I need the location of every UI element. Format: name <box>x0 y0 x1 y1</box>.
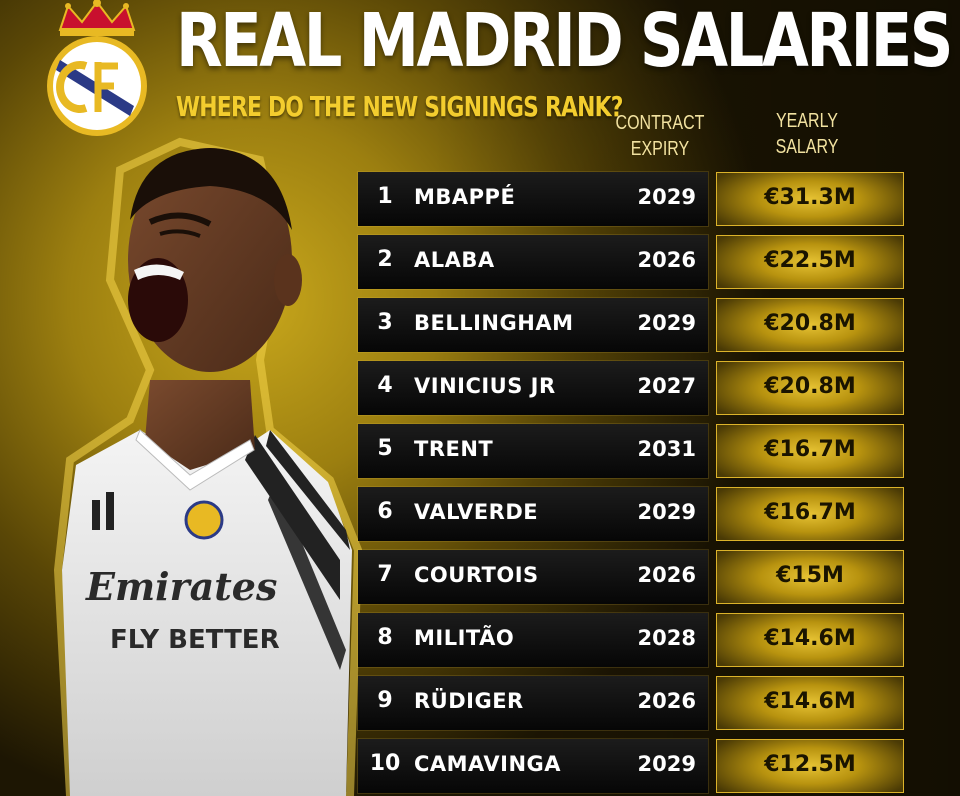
player-cell: 10 CAMAVINGA 2029 <box>358 739 708 793</box>
table-row: 2 ALABA 2026 €22.5M <box>358 235 904 289</box>
player-cell: 3 BELLINGHAM 2029 <box>358 298 708 352</box>
table-row: 3 BELLINGHAM 2029 €20.8M <box>358 298 904 352</box>
rank: 8 <box>377 625 393 650</box>
salary-cell: €31.3M <box>716 172 904 226</box>
player-name: COURTOIS <box>414 563 539 587</box>
rank: 10 <box>369 751 401 776</box>
contract-expiry: 2029 <box>637 311 696 335</box>
yearly-salary: €16.7M <box>764 437 856 462</box>
player-cell: 8 MILITÃO 2028 <box>358 613 708 667</box>
table-row: 8 MILITÃO 2028 €14.6M <box>358 613 904 667</box>
page-title: REAL MADRID SALARIES <box>176 0 953 84</box>
yearly-salary: €22.5M <box>764 248 856 273</box>
rank: 6 <box>377 499 393 524</box>
salary-cell: €14.6M <box>716 613 904 667</box>
contract-expiry: 2029 <box>637 500 696 524</box>
yearly-salary: €12.5M <box>764 752 856 777</box>
table-row: 5 TRENT 2031 €16.7M <box>358 424 904 478</box>
contract-expiry: 2029 <box>637 752 696 776</box>
rank: 5 <box>377 436 393 461</box>
salary-cell: €20.8M <box>716 298 904 352</box>
jersey-sponsor-line1: Emirates <box>85 564 277 609</box>
rank: 2 <box>377 247 393 272</box>
player-name: CAMAVINGA <box>414 752 562 776</box>
rank: 7 <box>377 562 393 587</box>
salary-cell: €12.5M <box>716 739 904 793</box>
table-row: 10 CAMAVINGA 2029 €12.5M <box>358 739 904 793</box>
contract-expiry: 2026 <box>637 563 696 587</box>
real-madrid-crest-icon <box>47 0 147 136</box>
contract-expiry: 2026 <box>637 689 696 713</box>
player-name: VALVERDE <box>414 500 539 524</box>
rank: 9 <box>377 688 393 713</box>
player-name: TRENT <box>414 437 494 461</box>
rank: 1 <box>377 184 393 209</box>
player-cell: 7 COURTOIS 2026 <box>358 550 708 604</box>
player-cell: 1 MBAPPÉ 2029 <box>358 172 708 226</box>
yearly-salary: €16.7M <box>764 500 856 525</box>
player-name: MBAPPÉ <box>414 185 516 209</box>
table-row: 1 MBAPPÉ 2029 €31.3M <box>358 172 904 226</box>
salary-cell: €16.7M <box>716 424 904 478</box>
salary-header-line2: SALARY <box>775 136 839 158</box>
salary-cell: €20.8M <box>716 361 904 415</box>
yearly-salary: €14.6M <box>764 689 856 714</box>
table-row: 9 RÜDIGER 2026 €14.6M <box>358 676 904 730</box>
table-row: 4 VINICIUS JR 2027 €20.8M <box>358 361 904 415</box>
player-photo: Emirates FLY BETTER <box>53 137 363 796</box>
table-row: 6 VALVERDE 2029 €16.7M <box>358 487 904 541</box>
player-name: BELLINGHAM <box>414 311 574 335</box>
contract-expiry: 2026 <box>637 248 696 272</box>
salary-cell: €16.7M <box>716 487 904 541</box>
contract-expiry-header: CONTRACT EXPIRY <box>610 110 709 162</box>
contract-expiry: 2029 <box>637 185 696 209</box>
yearly-salary: €20.8M <box>764 374 856 399</box>
player-cell: 5 TRENT 2031 <box>358 424 708 478</box>
yearly-salary: €20.8M <box>764 311 856 336</box>
player-cell: 2 ALABA 2026 <box>358 235 708 289</box>
contract-expiry: 2027 <box>637 374 696 398</box>
contract-expiry: 2028 <box>637 626 696 650</box>
player-cell: 9 RÜDIGER 2026 <box>358 676 708 730</box>
yearly-salary: €14.6M <box>764 626 856 651</box>
player-name: RÜDIGER <box>414 689 524 713</box>
player-name: MILITÃO <box>414 626 515 650</box>
salary-header-line1: YEARLY <box>776 110 838 132</box>
salary-cell: €15M <box>716 550 904 604</box>
rank: 4 <box>377 373 393 398</box>
contract-header-line1: CONTRACT <box>615 112 705 134</box>
player-name: VINICIUS JR <box>414 374 556 398</box>
player-cell: 6 VALVERDE 2029 <box>358 487 708 541</box>
yearly-salary-header: YEARLY SALARY <box>757 108 856 160</box>
salary-cell: €22.5M <box>716 235 904 289</box>
table-row: 7 COURTOIS 2026 €15M <box>358 550 904 604</box>
yearly-salary: €31.3M <box>764 185 856 210</box>
contract-expiry: 2031 <box>637 437 696 461</box>
player-name: ALABA <box>414 248 495 272</box>
jersey-sponsor-line2: FLY BETTER <box>110 625 280 655</box>
rank: 3 <box>377 310 393 335</box>
yearly-salary: €15M <box>776 563 844 588</box>
page-subtitle: WHERE DO THE NEW SIGNINGS RANK? <box>176 90 623 123</box>
salary-cell: €14.6M <box>716 676 904 730</box>
contract-header-line2: EXPIRY <box>630 138 690 160</box>
player-cell: 4 VINICIUS JR 2027 <box>358 361 708 415</box>
